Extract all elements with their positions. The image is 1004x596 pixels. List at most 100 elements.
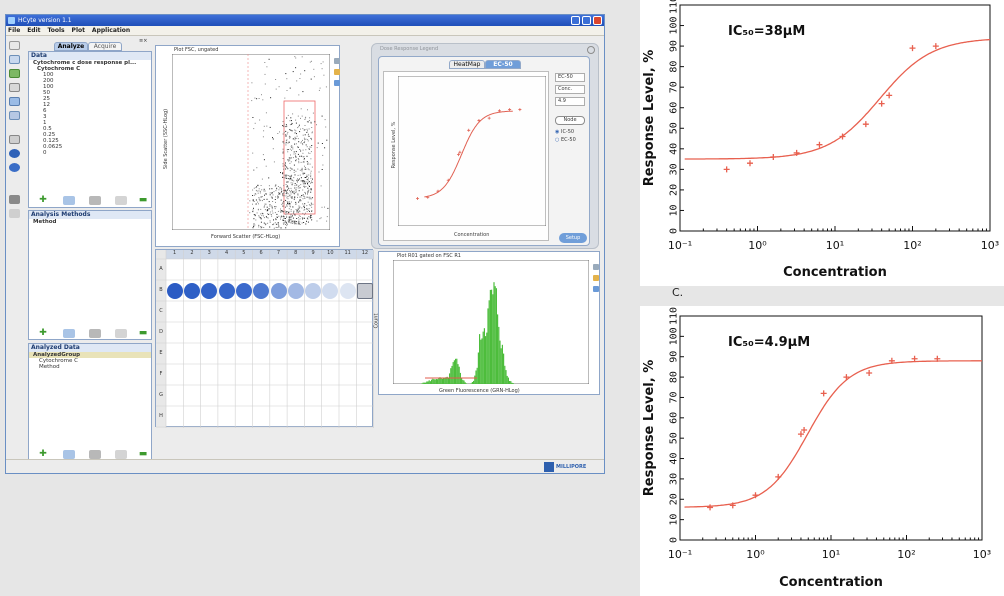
setup-button[interactable]: Setup (559, 233, 587, 243)
tab-analyze[interactable]: Analyze (54, 42, 88, 51)
well[interactable] (184, 282, 200, 299)
menu-tools[interactable]: Tools (47, 27, 65, 34)
save-icon[interactable] (89, 450, 101, 459)
column-header[interactable]: 9 (311, 250, 315, 256)
column-header[interactable]: 7 (276, 250, 281, 256)
well[interactable] (287, 282, 304, 299)
panel-pin-icon[interactable]: ≡× (139, 38, 148, 44)
tree-item[interactable]: 12 (43, 102, 50, 108)
open-icon[interactable] (9, 55, 20, 64)
folder-icon[interactable] (63, 196, 75, 205)
minimize-icon[interactable] (571, 16, 580, 25)
add-icon[interactable]: ✚ (39, 328, 47, 338)
tree-item[interactable]: 1 (43, 120, 47, 126)
stats-icon[interactable] (593, 286, 599, 292)
ec50-field[interactable]: EC-50 (555, 73, 585, 82)
copy-icon[interactable] (115, 196, 127, 205)
tree-item[interactable]: 0.5 (43, 126, 52, 132)
column-header[interactable]: 4 (224, 250, 229, 256)
tree-item[interactable]: Cytochrome C (37, 66, 81, 72)
well[interactable] (322, 282, 339, 299)
gate-region[interactable] (283, 100, 316, 215)
add-icon[interactable]: ✚ (39, 195, 47, 205)
row-header[interactable]: C (159, 308, 163, 314)
tab-ec50[interactable]: EC-50 (485, 60, 521, 69)
row-header[interactable]: F (159, 371, 163, 377)
analyzed-group-item[interactable]: AnalyzedGroup (29, 352, 151, 358)
well[interactable] (339, 282, 356, 299)
settings-icon[interactable] (9, 195, 20, 204)
analyzed-item[interactable]: Cytochrome C (39, 358, 78, 364)
run-icon[interactable] (9, 69, 20, 78)
method-item[interactable]: Method (33, 219, 57, 225)
menu-application[interactable]: Application (91, 27, 131, 34)
new-icon[interactable] (9, 41, 20, 50)
column-header[interactable]: 11 (344, 250, 351, 256)
well[interactable] (253, 282, 270, 299)
analyzed-item[interactable]: Method (39, 364, 60, 370)
tree-item[interactable]: 25 (43, 96, 50, 102)
remove-icon[interactable]: ▬ (138, 328, 148, 338)
well[interactable] (270, 282, 287, 299)
tree-item[interactable]: 50 (43, 90, 50, 96)
folder-icon[interactable] (63, 329, 75, 338)
remove-icon[interactable]: ▬ (138, 449, 148, 459)
menu-edit[interactable]: Edit (27, 27, 41, 34)
stats-icon[interactable] (334, 80, 340, 86)
tree-item[interactable]: 200 (43, 78, 54, 84)
print-icon[interactable] (9, 135, 20, 144)
row-header[interactable]: G (159, 392, 163, 398)
row-header[interactable]: E (159, 350, 163, 356)
layout-icon[interactable] (9, 111, 20, 120)
menu-file[interactable]: File (8, 27, 21, 34)
radio-ec50[interactable]: ○ EC-50 (555, 137, 576, 143)
tree-item[interactable]: 100 (43, 84, 54, 90)
tree-item[interactable]: 0 (43, 150, 47, 156)
gate-icon[interactable] (593, 275, 599, 281)
tab-heatmap[interactable]: HeatMap (449, 60, 485, 69)
column-header[interactable]: 5 (242, 250, 246, 256)
tree-item[interactable]: 100 (43, 72, 54, 78)
zoom-icon[interactable] (334, 58, 340, 64)
value-field[interactable]: 4.9 (555, 97, 585, 106)
column-header[interactable]: 8 (294, 250, 298, 256)
remove-icon[interactable]: ▬ (138, 195, 148, 205)
mini-dose-plot[interactable] (398, 76, 546, 226)
tab-acquire[interactable]: Acquire (88, 42, 122, 51)
gate-icon[interactable] (334, 69, 340, 75)
well[interactable] (357, 282, 373, 299)
plate-icon[interactable] (9, 97, 20, 106)
globe-icon[interactable] (9, 149, 20, 158)
well[interactable] (235, 282, 252, 299)
tree-item[interactable]: 0.25 (43, 132, 56, 138)
help-icon[interactable] (9, 163, 20, 172)
folder-icon[interactable] (63, 450, 75, 459)
column-header[interactable]: 12 (361, 250, 369, 256)
row-header[interactable]: D (159, 329, 163, 335)
row-header[interactable]: H (159, 413, 163, 419)
grid-icon[interactable] (9, 83, 20, 92)
maximize-icon[interactable] (582, 16, 591, 25)
column-header[interactable]: 10 (327, 250, 334, 256)
menu-plot[interactable]: Plot (71, 27, 85, 34)
well[interactable] (305, 282, 322, 299)
tree-root[interactable]: Cytochrome c dose response pl... (33, 60, 137, 66)
scatter-plot[interactable] (172, 54, 330, 230)
row-header[interactable]: B (159, 287, 163, 293)
column-header[interactable]: 2 (190, 250, 194, 256)
well[interactable] (166, 282, 183, 299)
close-icon[interactable] (593, 16, 602, 25)
save-icon[interactable] (89, 196, 101, 205)
tree-item[interactable]: 6 (43, 108, 47, 114)
well[interactable] (218, 282, 235, 299)
export-icon[interactable] (9, 209, 20, 218)
radio-ic50[interactable]: ◉ IC-50 (555, 129, 575, 135)
copy-icon[interactable] (115, 329, 127, 338)
histogram-plot[interactable] (393, 260, 589, 384)
tree-item[interactable]: 3 (43, 114, 47, 120)
save-icon[interactable] (89, 329, 101, 338)
tree-item[interactable]: 0.0625 (43, 144, 63, 150)
column-header[interactable]: 3 (207, 250, 211, 256)
add-icon[interactable]: ✚ (39, 449, 47, 459)
dialog-close-icon[interactable] (587, 46, 595, 54)
